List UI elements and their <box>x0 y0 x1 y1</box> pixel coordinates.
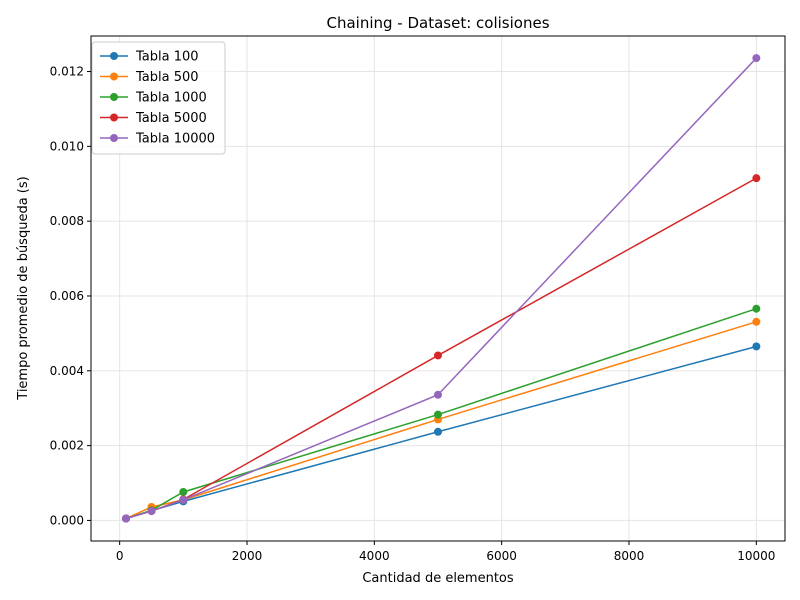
x-tick-label: 4000 <box>359 549 390 563</box>
data-point <box>752 317 761 326</box>
y-tick-label: 0.012 <box>50 65 84 79</box>
legend-item: Tabla 1000 <box>100 91 207 106</box>
y-tick-label: 0.000 <box>50 513 84 527</box>
series-5 <box>122 54 761 523</box>
data-point <box>434 427 442 436</box>
legend-box <box>91 41 226 155</box>
data-point <box>179 487 188 496</box>
legend-item: Tabla 500 <box>100 70 199 85</box>
data-point <box>122 514 131 523</box>
x-axis-label: Cantidad de elementos <box>362 571 514 586</box>
y-tick-label: 0.002 <box>50 439 84 453</box>
data-point <box>752 342 761 351</box>
x-tick-label: 2000 <box>232 549 263 563</box>
chart-title: Chaining - Dataset: colisiones <box>326 14 549 32</box>
legend-item: Tabla 100 <box>100 50 199 65</box>
x-axis-ticks: 0 2000 4000 6000 8000 10000 <box>116 541 775 563</box>
data-point <box>752 54 761 63</box>
data-point <box>434 351 442 360</box>
y-tick-label: 0.004 <box>50 364 84 378</box>
legend-label: Tabla 1000 <box>135 91 207 106</box>
data-point <box>752 174 761 183</box>
legend-marker <box>110 93 118 101</box>
x-tick-label: 0 <box>116 549 124 563</box>
grid-lines <box>91 36 785 541</box>
y-tick-label: 0.010 <box>50 139 84 153</box>
legend-marker <box>110 134 118 142</box>
y-tick-label: 0.008 <box>50 214 84 228</box>
legend-marker <box>110 72 118 81</box>
data-point <box>179 495 188 504</box>
legend-label: Tabla 500 <box>135 70 199 85</box>
legend-label: Tabla 5000 <box>135 111 207 126</box>
data-point <box>434 390 442 399</box>
x-tick-label: 10000 <box>737 549 775 563</box>
legend-marker <box>110 52 118 60</box>
series-layer <box>122 54 761 523</box>
x-tick-label: 8000 <box>614 549 645 563</box>
legend: Tabla 100 Tabla 500 Tabla 1000 Tabla 5000 Ta… <box>91 41 226 155</box>
y-axis-ticks: 0.000 0.002 0.004 0.006 0.008 0.010 0.012 <box>50 65 91 527</box>
data-point <box>434 410 442 419</box>
legend-label: Tabla 100 <box>135 50 199 65</box>
y-tick-label: 0.006 <box>50 289 84 303</box>
data-point <box>147 507 156 516</box>
legend-item: Tabla 10000 <box>100 132 215 147</box>
legend-marker <box>110 113 118 122</box>
plot-frame <box>90 35 786 542</box>
x-tick-label: 6000 <box>486 549 517 563</box>
y-axis-label: Tiempo promedio de búsqueda (s) <box>16 176 31 400</box>
legend-label: Tabla 10000 <box>135 132 215 147</box>
data-point <box>752 304 761 313</box>
legend-item: Tabla 5000 <box>100 111 207 126</box>
